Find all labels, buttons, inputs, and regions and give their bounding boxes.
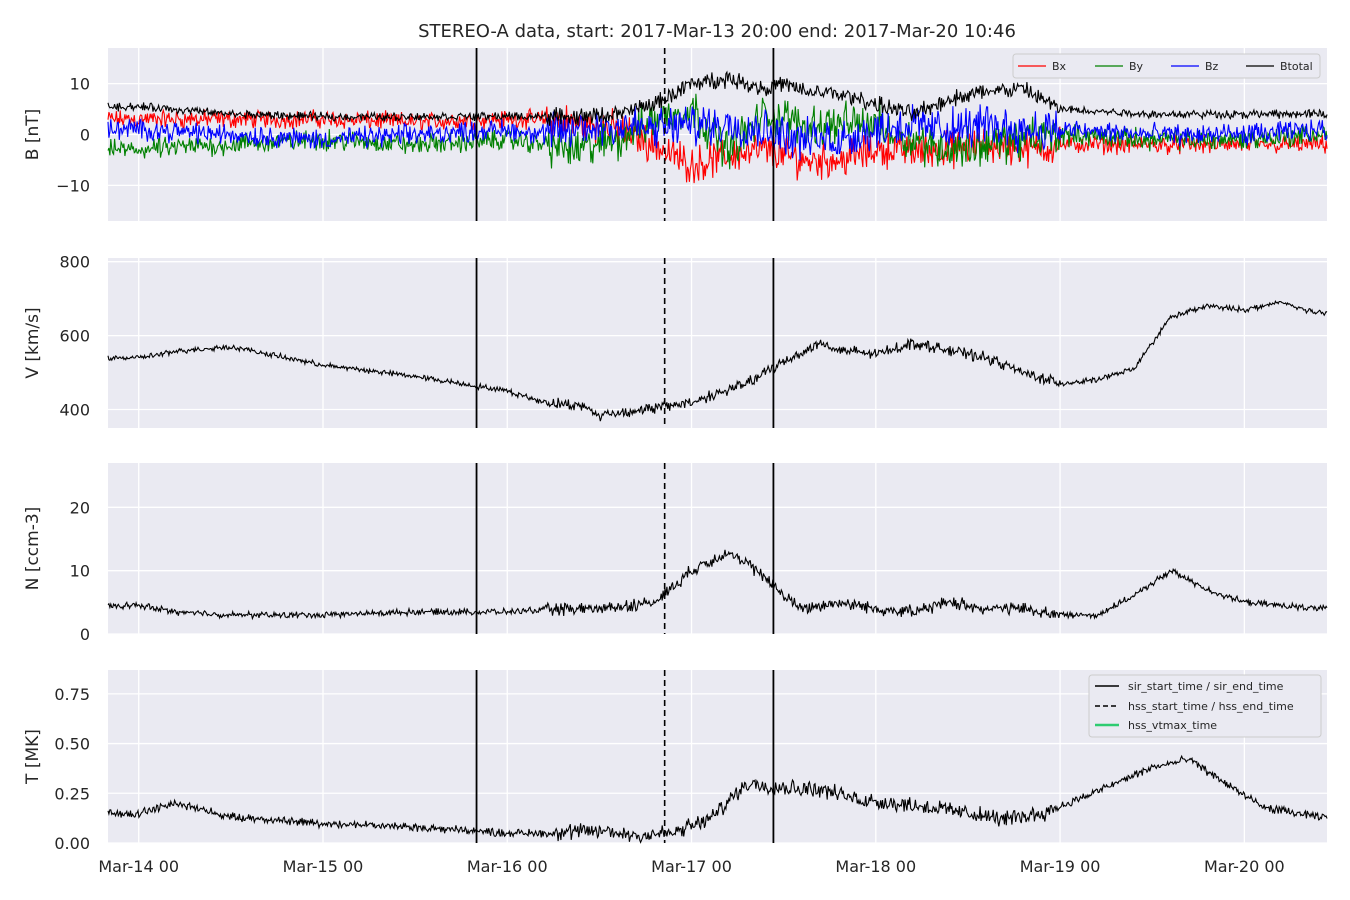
y-tick-labels: 0 10 20 — [70, 498, 90, 644]
y-tick-labels: −10 0 10 — [56, 75, 90, 196]
series-line-bx — [107, 105, 1328, 184]
legend-box — [1012, 53, 1321, 79]
y-axis-label: V [km/s] — [23, 307, 43, 378]
legend-label-vtmax: hss_vtmax_time — [1128, 719, 1217, 732]
y-tick-label: 10 — [70, 562, 90, 581]
y-tick-label: 10 — [70, 75, 90, 94]
y-tick-label: 0.00 — [54, 834, 90, 853]
legend-magnetic-field: Bx By Bz Btotal — [1012, 53, 1321, 79]
panel-temperature: 0.00 0.25 0.50 0.75 T [MK] sir_start_time /… — [23, 670, 1328, 853]
grid — [108, 463, 1327, 635]
chart-title: STEREO-A data, start: 2017-Mar-13 20:00 … — [418, 21, 1016, 42]
legend-box — [1088, 674, 1322, 738]
x-tick-label: Mar-16 00 — [467, 857, 548, 876]
y-tick-labels: 0.00 0.25 0.50 0.75 — [54, 685, 90, 853]
legend-label-btotal: Btotal — [1280, 60, 1313, 73]
y-tick-label: 0 — [80, 625, 90, 644]
panel-background — [108, 258, 1327, 428]
y-tick-label: 600 — [59, 327, 90, 346]
y-axis-label: B [nT] — [23, 109, 43, 161]
series-line-t — [107, 754, 1328, 844]
legend-label-sir: sir_start_time / sir_end_time — [1128, 680, 1284, 693]
series-line-btotal — [107, 70, 1328, 126]
event-lines — [475, 258, 775, 428]
event-lines — [475, 463, 775, 634]
y-axis-label: N [ccm-3] — [23, 507, 43, 591]
panel-magnetic-field: −10 0 10 B [nT] Bx By Bz Btotal — [23, 48, 1328, 221]
x-tick-label: Mar-18 00 — [835, 857, 916, 876]
series-line-v — [107, 300, 1328, 422]
legend-label-bz: Bz — [1205, 60, 1219, 73]
event-lines — [475, 670, 775, 843]
y-tick-label: −10 — [56, 176, 90, 195]
y-tick-label: 20 — [70, 498, 90, 517]
panel-density: 0 10 20 N [ccm-3] — [23, 463, 1328, 644]
panel-velocity: 400 600 800 V [km/s] — [23, 253, 1328, 428]
x-tick-labels: Mar-14 00 Mar-15 00 Mar-16 00 Mar-17 00 Mar-… — [98, 857, 1284, 876]
series-line-bz — [107, 104, 1328, 161]
x-tick-label: Mar-14 00 — [98, 857, 179, 876]
panel-background — [108, 463, 1327, 634]
x-tick-label: Mar-19 00 — [1020, 857, 1101, 876]
y-tick-label: 0.75 — [54, 685, 90, 704]
legend-label-bx: Bx — [1052, 60, 1067, 73]
event-lines — [475, 48, 775, 221]
y-tick-labels: 400 600 800 — [59, 253, 90, 420]
legend-label-hss: hss_start_time / hss_end_time — [1128, 700, 1294, 713]
y-tick-label: 400 — [59, 401, 90, 420]
legend-label-by: By — [1129, 60, 1144, 73]
y-tick-label: 800 — [59, 253, 90, 272]
series-group — [107, 300, 1328, 422]
x-tick-label: Mar-20 00 — [1204, 857, 1285, 876]
legend-event-times: sir_start_time / sir_end_time hss_start_… — [1088, 674, 1322, 738]
grid — [108, 670, 1327, 844]
series-line-n — [107, 549, 1328, 621]
series-group — [107, 549, 1328, 621]
y-tick-label: 0.50 — [54, 735, 90, 754]
y-axis-label: T [MK] — [23, 729, 43, 785]
y-tick-label: 0 — [80, 126, 90, 145]
y-tick-label: 0.25 — [54, 784, 90, 803]
series-group — [107, 70, 1328, 184]
grid — [108, 258, 1327, 428]
x-tick-label: Mar-17 00 — [651, 857, 732, 876]
series-group — [107, 754, 1328, 844]
x-tick-label: Mar-15 00 — [283, 857, 364, 876]
